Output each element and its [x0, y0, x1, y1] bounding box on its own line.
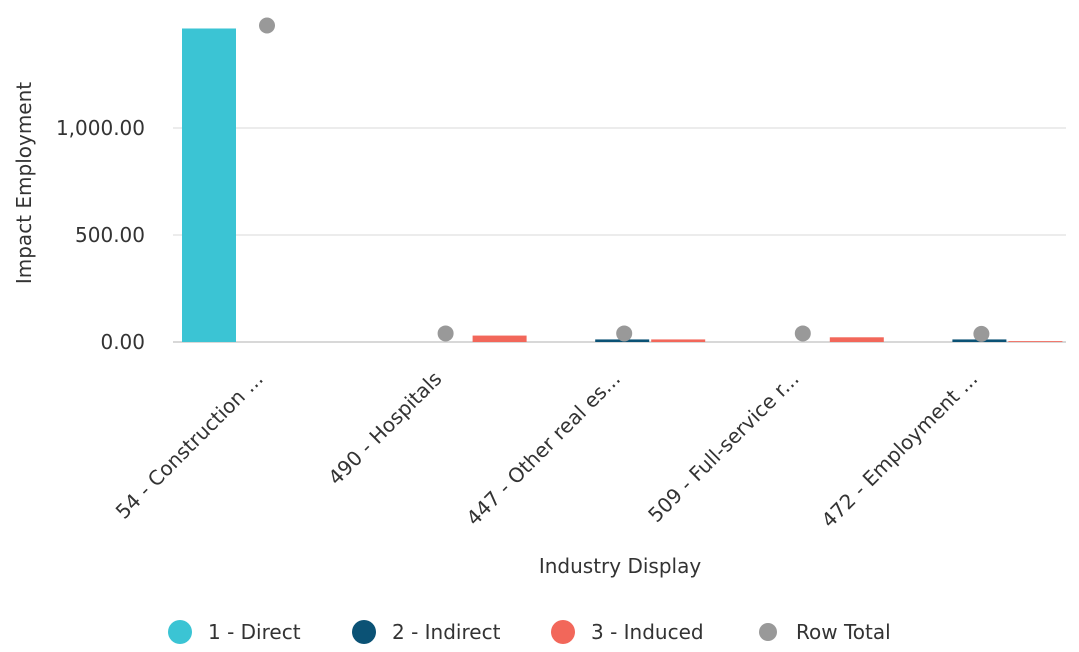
- x-tick-label: 472 - Employment ...: [817, 367, 983, 533]
- row-total-point[interactable]: [259, 17, 275, 34]
- legend: 1 - Direct 2 - Indirect 3 - Induced Row …: [0, 612, 1079, 652]
- legend-marker-row-total: [759, 623, 777, 641]
- x-tick-label: 447 - Other real es...: [461, 367, 625, 531]
- legend-label-induced: 3 - Induced: [591, 620, 704, 644]
- legend-item-row-total[interactable]: Row Total: [756, 612, 891, 652]
- x-tick-label: 54 - Construction ...: [111, 367, 268, 524]
- bar-3-induced[interactable]: [472, 335, 527, 342]
- y-tick-label: 0.00: [100, 330, 145, 354]
- y-axis-title: Impact Employment: [12, 82, 36, 284]
- legend-item-indirect[interactable]: 2 - Indirect: [352, 612, 500, 652]
- bar-3-induced[interactable]: [1008, 341, 1063, 342]
- legend-marker-direct: [168, 620, 192, 644]
- bar-3-induced[interactable]: [829, 337, 884, 342]
- row-total-point[interactable]: [973, 325, 990, 342]
- row-total-point[interactable]: [794, 325, 811, 342]
- bar-3-induced[interactable]: [651, 339, 706, 342]
- x-tick-label: 509 - Full-service r...: [643, 367, 804, 528]
- chart: 0.00 500.00 1,000.00 54 - Construction ...…: [12, 17, 1066, 578]
- row-total-point[interactable]: [437, 325, 454, 342]
- y-tick-label: 500.00: [75, 223, 145, 247]
- legend-item-direct[interactable]: 1 - Direct: [168, 612, 301, 652]
- x-tick-label: 490 - Hospitals: [323, 367, 446, 490]
- row-total-point[interactable]: [616, 325, 633, 342]
- legend-marker-induced: [551, 620, 575, 644]
- legend-item-induced[interactable]: 3 - Induced: [551, 612, 704, 652]
- legend-label-row-total: Row Total: [796, 620, 891, 644]
- y-tick-label: 1,000.00: [56, 116, 145, 140]
- legend-label-direct: 1 - Direct: [208, 620, 301, 644]
- bar-1-direct[interactable]: [182, 28, 236, 343]
- legend-marker-indirect: [352, 620, 376, 644]
- x-axis-title: Industry Display: [539, 554, 702, 578]
- legend-label-indirect: 2 - Indirect: [392, 620, 501, 644]
